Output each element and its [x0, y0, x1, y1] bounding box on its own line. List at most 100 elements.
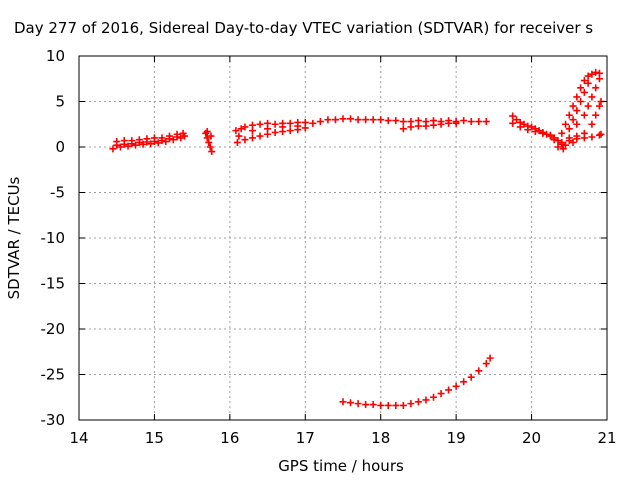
y-tick-labels: 10 5 0 -5 -10 -15 -20 -25 -30	[41, 47, 66, 429]
data-point	[558, 138, 566, 146]
data-point	[169, 136, 177, 144]
data-point	[256, 132, 264, 140]
data-point	[235, 132, 243, 140]
data-point	[573, 93, 581, 101]
data-point	[179, 129, 187, 137]
data-point	[516, 123, 524, 131]
data-point	[531, 128, 539, 136]
data-point	[595, 131, 603, 139]
data-point	[422, 396, 430, 404]
x-axis-label: GPS time / hours	[278, 457, 404, 475]
data-point	[592, 111, 600, 119]
data-point	[535, 127, 543, 135]
data-point	[584, 102, 592, 110]
x-tick-label: 17	[296, 429, 315, 447]
tick-marks	[78, 55, 608, 421]
data-point	[592, 68, 600, 76]
data-point	[460, 378, 468, 386]
y-axis-label: SDTVAR / TECUs	[5, 176, 23, 299]
data-point	[580, 88, 588, 96]
data-point	[264, 125, 272, 133]
data-point	[577, 98, 585, 105]
data-point	[573, 135, 581, 143]
data-point	[588, 133, 596, 141]
data-point	[232, 127, 240, 135]
data-point	[233, 138, 241, 146]
y-tick-label: -30	[41, 411, 66, 429]
data-point	[279, 123, 287, 131]
y-tick-label: 5	[55, 93, 65, 111]
x-tick-label: 18	[371, 429, 390, 447]
x-tick-label: 15	[145, 429, 164, 447]
data-point	[520, 120, 528, 128]
data-point	[203, 134, 211, 142]
data-point	[584, 72, 592, 80]
data-point	[407, 118, 415, 126]
data-point	[550, 136, 558, 144]
data-point	[577, 84, 585, 92]
data-point	[580, 111, 588, 119]
data-point	[554, 137, 562, 145]
data-point	[339, 115, 347, 123]
data-point	[347, 115, 355, 123]
data-point	[569, 116, 577, 124]
data-point	[422, 118, 430, 126]
x-tick-labels: 14 15 16 17 18 19 20 21	[69, 429, 616, 447]
data-point	[256, 120, 264, 128]
data-point	[324, 116, 332, 124]
data-point	[309, 119, 317, 127]
data-point	[128, 140, 136, 148]
data-point	[301, 124, 309, 132]
data-point	[205, 138, 213, 146]
data-point	[562, 141, 570, 149]
data-point	[392, 117, 400, 125]
data-point	[482, 118, 490, 126]
data-point	[562, 120, 570, 128]
data-point	[248, 134, 256, 142]
data-point	[286, 127, 294, 135]
data-point	[354, 116, 362, 124]
data-point	[399, 118, 407, 126]
data-point	[559, 145, 567, 153]
data-point	[162, 138, 170, 146]
data-point	[294, 122, 302, 130]
data-point	[580, 134, 588, 142]
data-point	[573, 107, 581, 115]
data-point	[241, 123, 249, 131]
data-point	[554, 143, 562, 151]
data-point	[362, 116, 370, 124]
chart-title: Day 277 of 2016, Sidereal Day-to-day VTE…	[14, 19, 593, 37]
data-point	[588, 120, 596, 128]
data-point	[369, 401, 377, 409]
data-point	[569, 138, 577, 146]
data-point	[430, 393, 438, 401]
data-point	[154, 139, 162, 147]
x-tick-label: 16	[220, 429, 239, 447]
data-point	[384, 117, 392, 125]
data-point	[509, 112, 517, 120]
data-point	[347, 399, 355, 407]
data-point	[166, 135, 174, 143]
data-point	[528, 123, 536, 131]
data-point	[414, 117, 422, 125]
data-point	[362, 401, 370, 409]
data-point	[208, 148, 216, 156]
x-tick-label: 19	[447, 429, 466, 447]
data-point	[565, 137, 573, 145]
data-point	[177, 134, 185, 142]
data-point	[482, 360, 490, 368]
data-point	[546, 131, 554, 139]
y-tick-label: 10	[46, 47, 65, 65]
data-point	[592, 84, 600, 92]
data-point	[543, 130, 551, 138]
data-point	[399, 401, 407, 409]
y-tick-label: -10	[41, 229, 66, 247]
data-point	[437, 118, 445, 126]
data-point	[207, 132, 215, 140]
data-point	[377, 116, 385, 124]
data-point	[369, 116, 377, 124]
data-point	[331, 116, 339, 124]
data-point	[588, 70, 596, 78]
data-point	[595, 75, 603, 83]
